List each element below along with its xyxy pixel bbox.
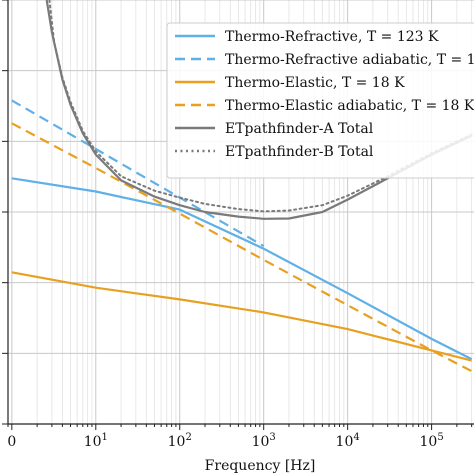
x-tick-label: 0 — [7, 434, 16, 450]
legend-label: Thermo-Refractive adiabatic, T = 123 K — [225, 52, 474, 68]
x-tick-label-base: 10 — [252, 434, 270, 450]
x-tick-label: 104 — [336, 432, 360, 450]
x-tick-labels: 0 101 102 103 104 105 — [7, 432, 443, 450]
series-line-2 — [11, 99, 265, 247]
x-tick-label-exponent: 3 — [269, 432, 275, 443]
legend-label: Thermo-Elastic, T = 18 K — [225, 75, 405, 91]
x-tick-label-exponent: 4 — [353, 432, 359, 443]
x-tick-label-base: 10 — [84, 434, 102, 450]
x-tick-label-exponent: 2 — [185, 432, 191, 443]
legend: Thermo-Refractive, T = 123 K Thermo-Refra… — [166, 22, 474, 179]
x-axis-label: Frequency [Hz] — [205, 458, 316, 474]
legend-label: Thermo-Refractive, T = 123 K — [225, 29, 439, 45]
series-layer — [11, 0, 473, 373]
x-tick-label: 103 — [252, 432, 276, 450]
legend-label: Thermo-Elastic adiabatic, T = 18 K — [225, 98, 474, 114]
series-line-3 — [11, 271, 472, 362]
legend-label: ETpathfinder-A Total — [225, 121, 374, 137]
x-tick-label: 105 — [419, 432, 443, 450]
x-tick-label-base: 10 — [168, 434, 186, 450]
legend-box — [166, 22, 474, 179]
series-line-6 — [48, 0, 473, 213]
series-line-5 — [45, 0, 473, 220]
x-tick-label: 101 — [84, 432, 108, 450]
x-tick-label-base: 0 — [7, 434, 16, 450]
series-line-1 — [11, 177, 473, 361]
legend-label: ETpathfinder-B Total — [225, 144, 374, 160]
x-tick-label-base: 10 — [419, 434, 437, 450]
x-tick-label-exponent: 5 — [437, 432, 443, 443]
x-tick-label: 102 — [168, 432, 192, 450]
x-tick-label-base: 10 — [336, 434, 354, 450]
grid — [8, 0, 474, 424]
axes — [2, 0, 474, 430]
x-tick-label-exponent: 1 — [102, 432, 108, 443]
